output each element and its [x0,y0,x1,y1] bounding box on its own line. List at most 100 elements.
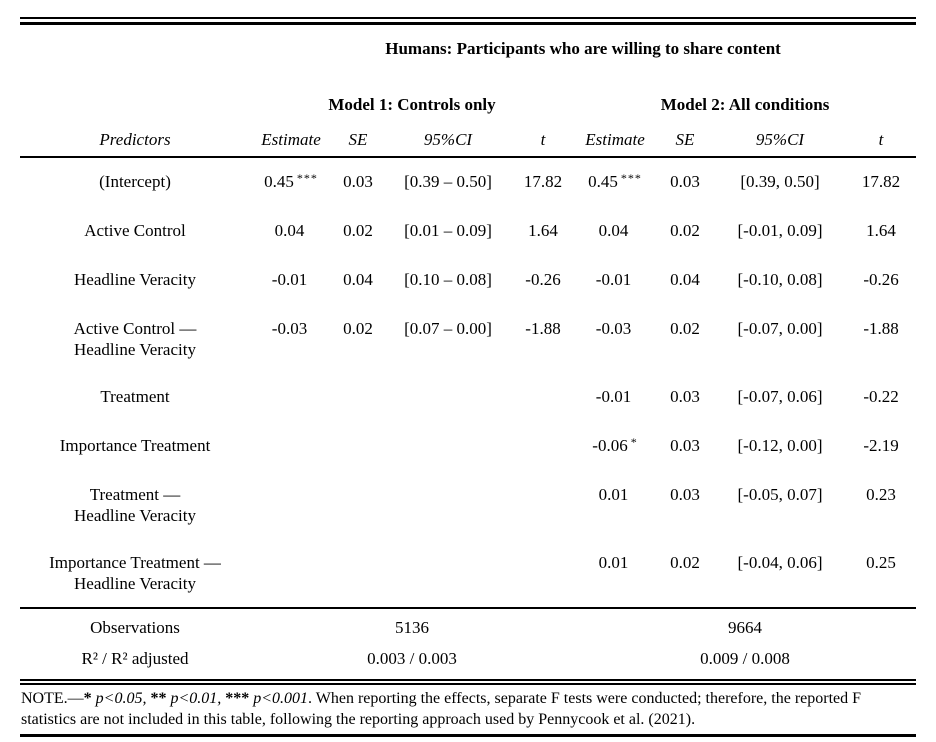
estimate-value: -0.01 [271,270,308,289]
m2-estimate-cell: 0.01 [574,471,656,539]
m2-ci-cell: [-0.01, 0.09] [737,221,823,240]
sig-stars-1: * [83,690,96,707]
m2-se-cell: 0.03 [670,485,700,504]
m2-estimate-cell: -0.01 [574,256,656,305]
title-spacer [20,25,250,72]
m2-se-cell: 0.03 [670,172,700,191]
significance-stars: * [630,435,638,449]
m1-t-cell [512,373,574,422]
predictor-label: Importance Treatment — Headline Veracity [49,553,221,593]
summary-section: Observations 5136 9664 R² / R² adjusted … [20,607,917,679]
m2-t-cell: 0.23 [866,485,896,504]
m2-se-cell: 0.04 [670,270,700,289]
estimate-value: 0.04 [598,221,629,240]
m2-t-cell: -1.88 [863,319,899,338]
estimate-value: 0.04 [274,221,305,240]
col-header-m2-ci: 95%CI [714,115,846,158]
column-header-row: Predictors Estimate SE 95%CI t Estimate … [20,115,917,158]
model2-header: Model 2: All conditions [660,95,830,114]
model-header-spacer [20,72,250,115]
m2-t-cell: 1.64 [866,221,896,240]
col-header-m1-se: SE [332,115,384,158]
m1-estimate-cell [250,373,332,422]
m2-t-cell: -0.26 [863,270,899,289]
estimate-value: 0.01 [598,485,629,504]
col-header-predictors: Predictors [20,115,250,158]
top-double-rule [20,17,916,25]
m1-ci-cell [384,471,512,539]
r-squared-label: R² / R² adjusted [81,649,189,668]
m2-ci-cell: [-0.05, 0.07] [737,485,823,504]
predictor-label: Treatment [100,387,170,406]
regression-table: Humans: Participants who are willing to … [20,25,917,679]
m2-se-cell: 0.02 [670,221,700,240]
m2-estimate-cell: -0.01 [574,373,656,422]
col-header-m2-t: t [846,115,917,158]
note-prefix: NOTE.— [21,690,84,707]
m2-ci-cell: [-0.04, 0.06] [737,553,823,572]
significance-stars: *** [296,171,318,185]
m1-se-cell [332,471,384,539]
m1-se-cell: 0.02 [343,319,373,338]
m1-se-cell [332,422,384,471]
pre-note-double-rule [20,679,916,685]
estimate-value: -0.01 [595,270,632,289]
m2-ci-cell: [-0.07, 0.00] [737,319,823,338]
m2-ci-cell: [0.39, 0.50] [740,172,820,191]
estimate-value: 0.45 [264,172,294,191]
r-squared-row: R² / R² adjusted 0.003 / 0.003 0.009 / 0… [20,644,916,679]
model-header-row: Model 1: Controls only Model 2: All cond… [20,72,916,115]
m1-estimate-cell: 0.04 [250,207,332,256]
estimate-value: -0.03 [271,319,308,338]
m2-estimate-cell: 0.04 [574,207,656,256]
m1-se-cell: 0.02 [343,221,373,240]
m1-t-cell [512,422,574,471]
m1-estimate-cell: -0.03 [250,305,332,373]
table-note: NOTE.—* p<0.05, ** p<0.01, *** p<0.001. … [20,685,917,734]
m1-t-cell: -1.88 [525,319,561,338]
m1-ci-cell: [0.39 – 0.50] [404,172,492,191]
m1-se-cell [332,373,384,422]
observations-row: Observations 5136 9664 [20,607,917,644]
r-squared-m1-value: 0.003 / 0.003 [367,649,457,668]
m2-estimate-cell: 0.01 [574,539,656,608]
predictor-label: (Intercept) [99,172,171,191]
sig-stars-2: ** [146,690,171,707]
m1-estimate-cell [250,539,332,608]
m2-estimate-cell: -0.06 * [574,422,656,471]
m2-se-cell: 0.03 [670,436,700,455]
sig-stars-3: *** [221,690,254,707]
observations-label: Observations [20,607,250,644]
m2-t-cell: 17.82 [861,172,901,191]
m1-ci-cell [384,539,512,608]
predictor-row-importance-treatment: Importance Treatment -0.06 * 0.03 [-0.12,… [20,422,916,471]
r-squared-m2-value: 0.009 / 0.008 [700,649,790,668]
m1-ci-cell: [0.07 – 0.00] [404,319,492,338]
m1-t-cell: 1.64 [528,221,558,240]
bottom-rule [20,734,916,737]
m1-estimate-cell: -0.01 [250,256,332,305]
significance-stars: *** [620,171,642,185]
m2-estimate-cell: 0.45 *** [574,157,656,207]
predictor-row-treatment: Treatment -0.01 0.03 [-0.07, 0.06] -0.22 [20,373,916,422]
m2-t-cell: -0.22 [863,387,899,406]
m2-ci-cell: [-0.10, 0.08] [737,270,823,289]
m1-estimate-cell [250,422,332,471]
predictor-row-active-control-x-veracity: Active Control — Headline Veracity -0.03… [20,305,916,373]
m1-ci-cell: [0.01 – 0.09] [404,221,492,240]
m2-se-cell: 0.02 [670,319,700,338]
m1-se-cell: 0.03 [343,172,373,191]
predictor-label: Treatment — Headline Veracity [74,485,196,525]
m1-estimate-cell [250,471,332,539]
estimate-value: -0.03 [595,319,632,338]
estimate-value: 0.45 [588,172,618,191]
model1-header: Model 1: Controls only [328,95,496,114]
predictor-row-importance-treatment-x-veracity: Importance Treatment — Headline Veracity… [20,539,916,608]
estimate-value: -0.01 [595,387,632,406]
m2-t-cell: 0.25 [866,553,896,572]
m1-t-cell: 17.82 [523,172,563,191]
observations-m2-value: 9664 [574,607,917,644]
m2-se-cell: 0.02 [670,553,700,572]
m1-t-cell [512,539,574,608]
predictor-row-intercept: (Intercept) 0.45 *** 0.03 [0.39 – 0.50] 1… [20,157,916,207]
